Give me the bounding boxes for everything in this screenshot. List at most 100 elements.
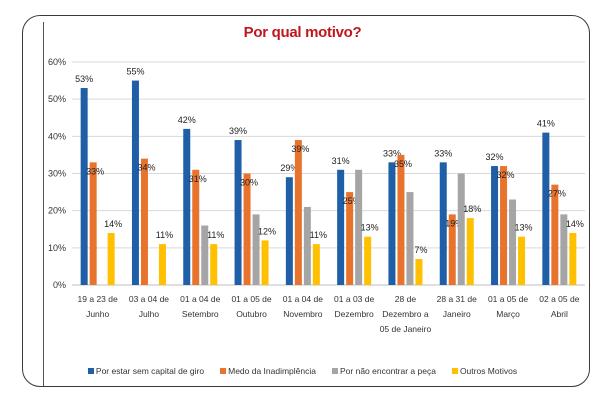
data-label: 11%	[207, 230, 224, 240]
bar-1-4	[294, 140, 302, 285]
bar-0-9	[542, 132, 550, 285]
x-tick-label: 01 a 03 de	[334, 294, 374, 304]
bar-2-9	[560, 214, 568, 285]
bar-1-8	[500, 166, 508, 285]
data-label: 14%	[566, 219, 584, 229]
bar-3-5	[364, 236, 372, 285]
bar-0-4	[285, 177, 293, 285]
data-label: 32%	[486, 152, 504, 162]
x-tick-label: Novembro	[283, 309, 322, 319]
frame-divider	[43, 22, 44, 386]
data-label: 42%	[178, 115, 196, 125]
bar-2-8	[509, 199, 517, 285]
bar-0-6	[388, 162, 396, 285]
data-label: 33%	[86, 166, 104, 176]
x-tick-label: Dezembro	[335, 309, 374, 319]
bar-0-5	[337, 169, 345, 285]
x-tick-label: Dezembro a	[382, 309, 429, 319]
x-tick-label: Janeiro	[443, 309, 471, 319]
data-label: 25%	[343, 196, 361, 206]
y-tick-label: 40%	[48, 131, 66, 141]
x-tick-label: 01 a 04 de	[180, 294, 220, 304]
bar-0-7	[439, 162, 447, 285]
x-tick-label: 28 a 31 de	[437, 294, 477, 304]
x-tick-label: 01 a 05 de	[231, 294, 271, 304]
data-label: 12%	[258, 226, 276, 236]
legend-swatch	[451, 368, 458, 374]
bar-0-3	[234, 140, 242, 285]
data-label: 33%	[434, 148, 452, 158]
legend-swatch	[220, 368, 227, 374]
x-tick-label: Outubro	[236, 309, 267, 319]
data-label: 34%	[137, 163, 155, 173]
bar-2-6	[406, 192, 414, 285]
data-label: 11%	[310, 230, 327, 240]
bar-3-3	[261, 240, 269, 285]
data-label: 33%	[383, 148, 401, 158]
data-label: 13%	[361, 223, 379, 233]
data-label: 18%	[463, 204, 481, 214]
bar-3-6	[415, 258, 423, 285]
data-label: 39%	[229, 126, 247, 136]
chart-title: Por qual motivo?	[243, 24, 362, 41]
bar-3-1	[158, 244, 166, 285]
y-tick-label: 50%	[48, 94, 66, 104]
bar-3-0	[107, 232, 115, 285]
data-label: 7%	[414, 245, 427, 255]
x-tick-label: Julho	[139, 309, 160, 319]
legend-label: Outros Motivos	[459, 366, 518, 376]
data-label: 31%	[332, 156, 350, 166]
chart-frame	[22, 15, 590, 387]
legend-item: Por estar sem capital de giro	[87, 366, 205, 376]
bar-3-9	[569, 232, 577, 285]
data-label: 32%	[497, 170, 515, 180]
data-label: 39%	[291, 144, 309, 154]
y-tick-label: 0%	[53, 280, 66, 290]
data-label: 14%	[104, 219, 122, 229]
bar-1-2	[192, 169, 200, 285]
data-label: 29%	[280, 163, 298, 173]
data-label: 11%	[156, 230, 173, 240]
bar-0-1	[131, 80, 139, 285]
data-label: 27%	[548, 189, 566, 199]
x-tick-label: Março	[496, 309, 520, 319]
bar-1-9	[551, 184, 559, 285]
legend-swatch	[87, 368, 94, 374]
legend-swatch	[332, 368, 338, 374]
bar-1-6	[397, 154, 405, 285]
bar-1-5	[346, 192, 354, 285]
y-tick-label: 20%	[48, 206, 66, 216]
bar-3-4	[312, 244, 320, 285]
data-label: 13%	[515, 223, 533, 233]
x-tick-label: 02 a 05 de	[539, 294, 579, 304]
data-label: 31%	[189, 174, 207, 184]
bar-0-8	[491, 166, 499, 285]
bar-1-3	[243, 173, 251, 285]
data-label: 53%	[75, 74, 93, 84]
x-tick-label: 28 de	[395, 294, 417, 304]
legend-label: Por estar sem capital de giro	[95, 366, 205, 376]
y-tick-label: 10%	[48, 243, 66, 253]
x-tick-label: 19 a 23 de	[78, 294, 118, 304]
data-label: 19%	[445, 218, 463, 228]
data-label: 55%	[126, 67, 144, 77]
x-tick-label: Abril	[551, 309, 568, 319]
bar-3-7	[466, 218, 474, 285]
legend-item: Por não encontrar a peça	[332, 366, 436, 376]
bar-3-8	[518, 236, 526, 285]
y-tick-label: 60%	[48, 57, 66, 67]
bar-0-0	[80, 88, 88, 286]
x-tick-label: Junho	[86, 309, 109, 319]
x-tick-label: Setembro	[182, 309, 219, 319]
bar-2-7	[457, 173, 465, 285]
bar-3-2	[210, 244, 218, 285]
legend-item: Medo da Inadimplência	[220, 366, 316, 376]
bar-2-5	[355, 169, 363, 285]
bar-1-7	[448, 214, 456, 285]
legend-item: Outros Motivos	[451, 366, 518, 376]
legend-label: Medo da Inadimplência	[228, 366, 316, 376]
x-tick-label: 03 a 04 de	[129, 294, 169, 304]
data-label: 35%	[394, 159, 412, 169]
x-tick-label: 01 a 05 de	[488, 294, 528, 304]
